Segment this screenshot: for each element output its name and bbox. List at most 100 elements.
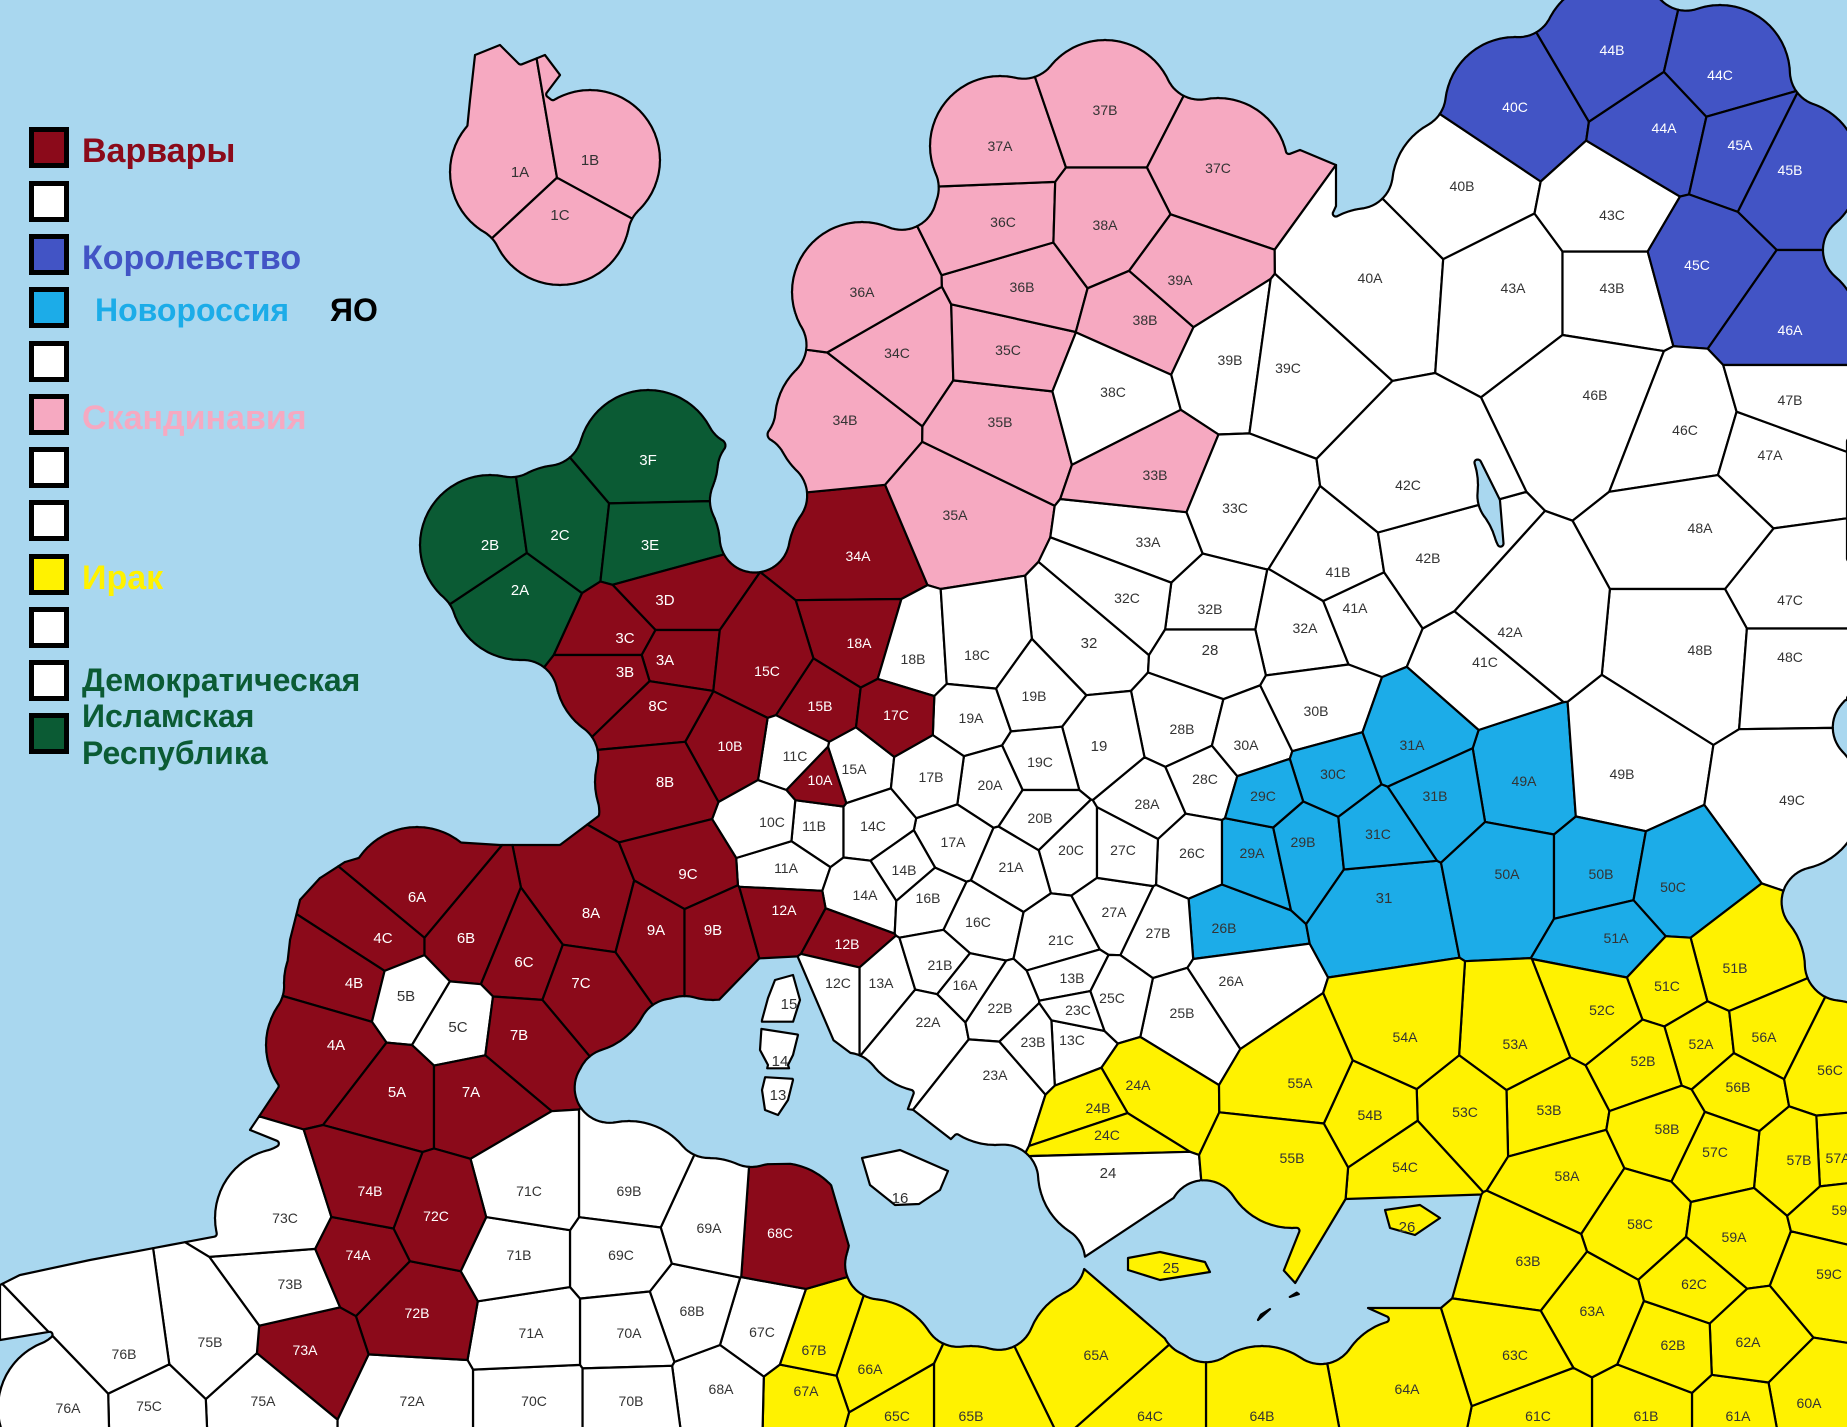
svg-text:15: 15 <box>781 996 798 1013</box>
svg-text:31B: 31B <box>1423 788 1448 804</box>
svg-text:70C: 70C <box>521 1393 547 1409</box>
svg-text:11B: 11B <box>802 818 826 834</box>
svg-text:53A: 53A <box>1503 1036 1529 1052</box>
svg-text:26: 26 <box>1399 1219 1416 1236</box>
svg-text:54A: 54A <box>1393 1029 1419 1045</box>
svg-text:6A: 6A <box>408 889 426 906</box>
svg-text:47A: 47A <box>1758 447 1784 463</box>
svg-text:26C: 26C <box>1179 845 1205 861</box>
svg-text:62B: 62B <box>1661 1337 1686 1353</box>
svg-text:47C: 47C <box>1777 592 1803 608</box>
svg-text:2C: 2C <box>550 527 569 544</box>
svg-text:34B: 34B <box>833 412 858 428</box>
svg-text:19: 19 <box>1091 738 1108 755</box>
svg-text:32: 32 <box>1081 635 1098 652</box>
svg-text:46C: 46C <box>1672 422 1698 438</box>
svg-text:63A: 63A <box>1580 1303 1606 1319</box>
svg-text:23B: 23B <box>1021 1034 1046 1050</box>
svg-text:58A: 58A <box>1555 1168 1581 1184</box>
svg-text:18A: 18A <box>847 635 873 651</box>
svg-text:73B: 73B <box>278 1276 303 1292</box>
svg-text:63C: 63C <box>1502 1347 1528 1363</box>
svg-text:67A: 67A <box>794 1383 820 1399</box>
svg-text:42A: 42A <box>1498 624 1524 640</box>
svg-text:46A: 46A <box>1778 322 1804 338</box>
svg-text:3F: 3F <box>639 452 657 469</box>
svg-text:15C: 15C <box>754 663 780 679</box>
svg-text:14A: 14A <box>853 887 879 903</box>
svg-text:5A: 5A <box>388 1084 406 1101</box>
svg-text:43B: 43B <box>1600 280 1625 296</box>
svg-text:16C: 16C <box>965 914 991 930</box>
svg-text:17C: 17C <box>883 707 909 723</box>
svg-text:32C: 32C <box>1114 590 1140 606</box>
svg-text:31: 31 <box>1376 890 1393 907</box>
svg-text:73A: 73A <box>293 1342 319 1358</box>
svg-text:9A: 9A <box>647 922 665 939</box>
svg-text:60A: 60A <box>1797 1395 1823 1411</box>
svg-text:19B: 19B <box>1022 688 1047 704</box>
svg-text:37C: 37C <box>1205 160 1231 176</box>
svg-text:28: 28 <box>1202 642 1219 659</box>
svg-text:50C: 50C <box>1660 879 1686 895</box>
svg-text:70B: 70B <box>619 1393 644 1409</box>
svg-text:12B: 12B <box>835 936 860 952</box>
svg-text:48A: 48A <box>1688 520 1714 536</box>
svg-text:76B: 76B <box>112 1346 137 1362</box>
svg-text:74B: 74B <box>358 1183 383 1199</box>
svg-text:4A: 4A <box>327 1037 345 1054</box>
svg-text:54C: 54C <box>1392 1159 1418 1175</box>
svg-text:37A: 37A <box>988 138 1014 154</box>
svg-text:30B: 30B <box>1304 703 1329 719</box>
svg-text:50B: 50B <box>1589 866 1614 882</box>
svg-text:19C: 19C <box>1027 754 1053 770</box>
svg-text:21A: 21A <box>999 859 1025 875</box>
svg-text:31C: 31C <box>1365 826 1391 842</box>
svg-text:29B: 29B <box>1291 834 1316 850</box>
svg-text:13: 13 <box>770 1087 787 1104</box>
svg-text:35A: 35A <box>943 507 969 523</box>
svg-text:34A: 34A <box>846 548 872 564</box>
svg-text:42B: 42B <box>1416 550 1441 566</box>
svg-text:67B: 67B <box>802 1342 827 1358</box>
svg-text:9B: 9B <box>704 922 722 939</box>
svg-text:57A: 57A <box>1826 1150 1847 1166</box>
svg-text:26A: 26A <box>1219 973 1245 989</box>
svg-text:49A: 49A <box>1512 773 1538 789</box>
svg-text:61A: 61A <box>1726 1408 1752 1424</box>
svg-text:20B: 20B <box>1028 810 1053 826</box>
svg-text:24A: 24A <box>1126 1077 1152 1093</box>
svg-text:61B: 61B <box>1634 1408 1659 1424</box>
svg-text:14B: 14B <box>892 862 917 878</box>
svg-text:24C: 24C <box>1094 1127 1120 1143</box>
svg-text:11C: 11C <box>783 748 808 764</box>
svg-text:16A: 16A <box>953 977 979 993</box>
svg-text:33A: 33A <box>1136 534 1162 550</box>
svg-text:51A: 51A <box>1604 930 1630 946</box>
svg-text:1B: 1B <box>581 152 599 169</box>
svg-text:63B: 63B <box>1516 1253 1541 1269</box>
svg-text:17B: 17B <box>919 769 944 785</box>
svg-text:71A: 71A <box>519 1325 545 1341</box>
svg-text:56C: 56C <box>1817 1062 1843 1078</box>
svg-text:9C: 9C <box>678 866 697 883</box>
svg-text:57B: 57B <box>1787 1152 1812 1168</box>
svg-text:44B: 44B <box>1600 42 1625 58</box>
svg-text:18B: 18B <box>901 651 926 667</box>
svg-text:25B: 25B <box>1170 1005 1195 1021</box>
svg-text:20C: 20C <box>1058 842 1084 858</box>
svg-text:32A: 32A <box>1293 620 1319 636</box>
svg-text:24: 24 <box>1100 1165 1117 1182</box>
svg-text:19A: 19A <box>959 710 985 726</box>
svg-text:8B: 8B <box>656 774 674 791</box>
svg-text:68A: 68A <box>709 1381 735 1397</box>
svg-text:70A: 70A <box>617 1325 643 1341</box>
svg-text:25C: 25C <box>1099 990 1125 1006</box>
svg-text:28C: 28C <box>1192 771 1218 787</box>
svg-text:8A: 8A <box>582 905 600 922</box>
svg-text:26B: 26B <box>1212 920 1237 936</box>
svg-text:72C: 72C <box>423 1208 449 1224</box>
svg-text:76A: 76A <box>56 1400 82 1416</box>
svg-text:52C: 52C <box>1589 1002 1615 1018</box>
svg-text:41B: 41B <box>1326 564 1351 580</box>
